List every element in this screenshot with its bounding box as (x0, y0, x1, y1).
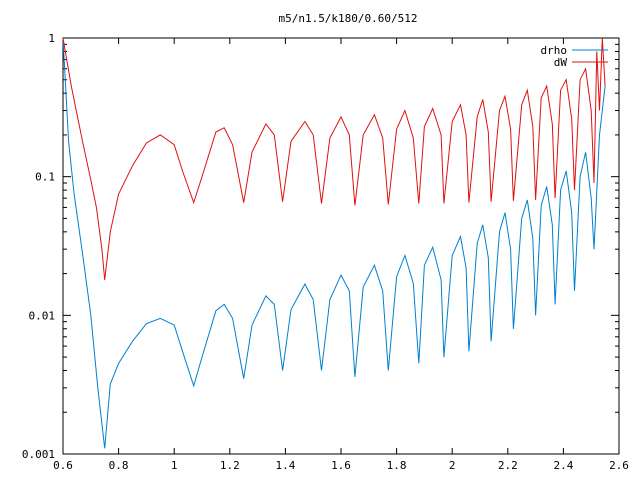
x-tick-label: 2 (449, 459, 456, 472)
x-tick-label: 1 (171, 459, 178, 472)
x-tick-label: 1.8 (387, 459, 407, 472)
x-tick-label: 2.4 (553, 459, 573, 472)
x-tick-label: 1.6 (331, 459, 351, 472)
chart-title: m5/n1.5/k180/0.60/512 (278, 12, 417, 25)
plot-frame (62, 37, 620, 455)
series-line-drho (62, 37, 606, 449)
series-line-dW (62, 37, 606, 280)
legend-label-dW: dW (554, 56, 568, 69)
y-tick-label: 1 (48, 32, 55, 45)
y-tick-label: 0.01 (29, 309, 56, 322)
x-tick-label: 1.4 (275, 459, 295, 472)
y-tick-label: 0.1 (35, 171, 55, 184)
x-tick-label: 1.2 (220, 459, 240, 472)
x-tick-label: 0.6 (53, 459, 73, 472)
series-group (62, 37, 606, 449)
x-tick-label: 2.2 (498, 459, 518, 472)
y-axis: 0.001 0.01 0.1 1 (22, 32, 619, 461)
x-tick-label: 2.6 (609, 459, 629, 472)
x-axis: 0.6 0.8 1 1.2 1.4 1.6 1.8 2 2.2 2.4 2.6 (53, 38, 629, 472)
x-tick-label: 0.8 (109, 459, 129, 472)
legend-label-drho: drho (541, 44, 568, 57)
y-tick-label: 0.001 (22, 448, 55, 461)
